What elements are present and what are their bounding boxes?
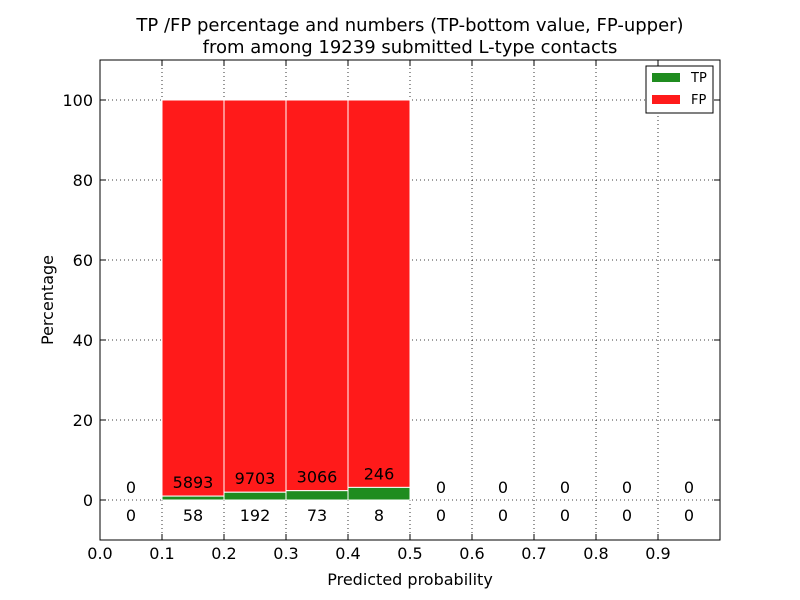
legend: TP FP <box>645 65 714 114</box>
x-tick-label: 0.8 <box>583 544 608 563</box>
x-tick-label: 0.2 <box>211 544 236 563</box>
bar-fp <box>285 99 349 492</box>
x-tick-label: 0.3 <box>273 544 298 563</box>
x-tick-label: 0.6 <box>459 544 484 563</box>
y-tick-label: 40 <box>73 331 93 350</box>
x-tick-label: 0.1 <box>149 544 174 563</box>
fp-count-label: 0 <box>126 478 136 497</box>
bar-tp <box>347 486 411 501</box>
y-tick-label: 0 <box>83 491 93 510</box>
fp-count-label: 9703 <box>235 469 276 488</box>
fp-count-label: 3066 <box>297 468 338 487</box>
chart-title-line2: from among 19239 submitted L-type contac… <box>203 37 618 58</box>
axis-ticks: 0.0 0.1 0.2 0.3 0.4 0.5 0.6 0.7 0.8 0.90204060801… <box>62 60 720 563</box>
fp-count-label: 0 <box>684 478 694 497</box>
x-tick-label: 0.4 <box>335 544 360 563</box>
legend-label-fp: FP <box>691 93 706 108</box>
x-tick-label: 0.7 <box>521 544 546 563</box>
bar-fp <box>161 99 225 497</box>
y-tick-label: 60 <box>73 251 93 270</box>
tp-count-label: 0 <box>560 506 570 525</box>
tp-count-label: 0 <box>126 506 136 525</box>
bar-tp <box>223 491 287 501</box>
tp-count-label: 0 <box>498 506 508 525</box>
legend-swatch-tp <box>652 73 680 82</box>
chart-title-line1: TP /FP percentage and numbers (TP-bottom… <box>135 15 683 36</box>
tp-count-label: 8 <box>374 506 384 525</box>
fp-count-label: 246 <box>364 464 395 483</box>
fp-count-label: 0 <box>436 478 446 497</box>
bar-tp <box>285 490 349 501</box>
y-tick-label: 20 <box>73 411 93 430</box>
tp-count-label: 0 <box>684 506 694 525</box>
x-tick-label: 0.9 <box>645 544 670 563</box>
x-tick-label: 0.5 <box>397 544 422 563</box>
tp-count-label: 192 <box>240 506 271 525</box>
tp-count-label: 73 <box>307 506 327 525</box>
legend-swatch-fp <box>652 95 680 104</box>
bars <box>161 99 411 501</box>
legend-label-tp: TP <box>690 71 707 86</box>
bar-fp <box>223 99 287 493</box>
tp-count-label: 0 <box>436 506 446 525</box>
bar-fp <box>347 99 411 488</box>
y-tick-label: 100 <box>62 91 93 110</box>
fp-count-label: 5893 <box>173 473 214 492</box>
tp-count-label: 0 <box>622 506 632 525</box>
y-tick-label: 80 <box>73 171 93 190</box>
fp-count-label: 0 <box>560 478 570 497</box>
bar-tp <box>161 495 225 501</box>
fp-count-label: 0 <box>498 478 508 497</box>
x-axis-label: Predicted probability <box>327 570 493 589</box>
count-labels: 0 0 5893 58 9703 192 3066 73 246 8 0 0 0 0 0 0 0 0 0 0 <box>126 464 694 525</box>
y-axis-label: Percentage <box>38 255 57 345</box>
tp-count-label: 58 <box>183 506 203 525</box>
x-tick-label: 0.0 <box>87 544 112 563</box>
fp-count-label: 0 <box>622 478 632 497</box>
